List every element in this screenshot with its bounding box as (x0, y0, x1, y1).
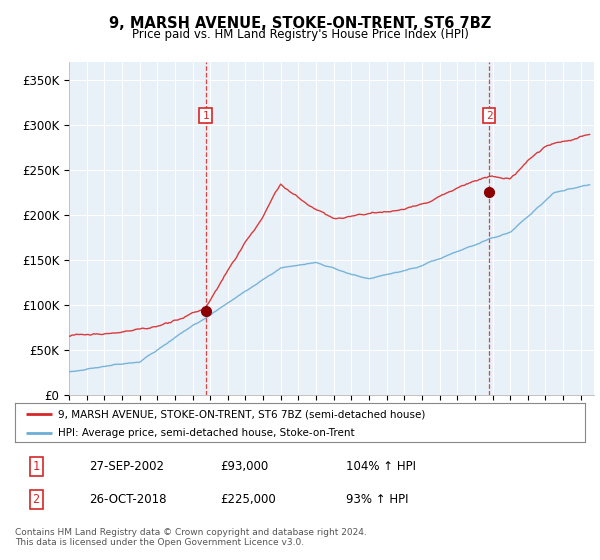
Text: HPI: Average price, semi-detached house, Stoke-on-Trent: HPI: Average price, semi-detached house,… (58, 428, 355, 437)
Text: 1: 1 (32, 460, 40, 473)
Text: 2: 2 (486, 111, 493, 120)
Text: 104% ↑ HPI: 104% ↑ HPI (346, 460, 416, 473)
Text: 1: 1 (202, 111, 209, 120)
Text: £93,000: £93,000 (220, 460, 268, 473)
Text: 93% ↑ HPI: 93% ↑ HPI (346, 493, 408, 506)
Text: 9, MARSH AVENUE, STOKE-ON-TRENT, ST6 7BZ (semi-detached house): 9, MARSH AVENUE, STOKE-ON-TRENT, ST6 7BZ… (58, 409, 425, 419)
Text: 27-SEP-2002: 27-SEP-2002 (89, 460, 164, 473)
Text: 2: 2 (32, 493, 40, 506)
Text: 26-OCT-2018: 26-OCT-2018 (89, 493, 167, 506)
Text: 9, MARSH AVENUE, STOKE-ON-TRENT, ST6 7BZ: 9, MARSH AVENUE, STOKE-ON-TRENT, ST6 7BZ (109, 16, 491, 31)
Text: Price paid vs. HM Land Registry's House Price Index (HPI): Price paid vs. HM Land Registry's House … (131, 28, 469, 41)
Text: Contains HM Land Registry data © Crown copyright and database right 2024.
This d: Contains HM Land Registry data © Crown c… (15, 528, 367, 547)
Text: £225,000: £225,000 (220, 493, 276, 506)
